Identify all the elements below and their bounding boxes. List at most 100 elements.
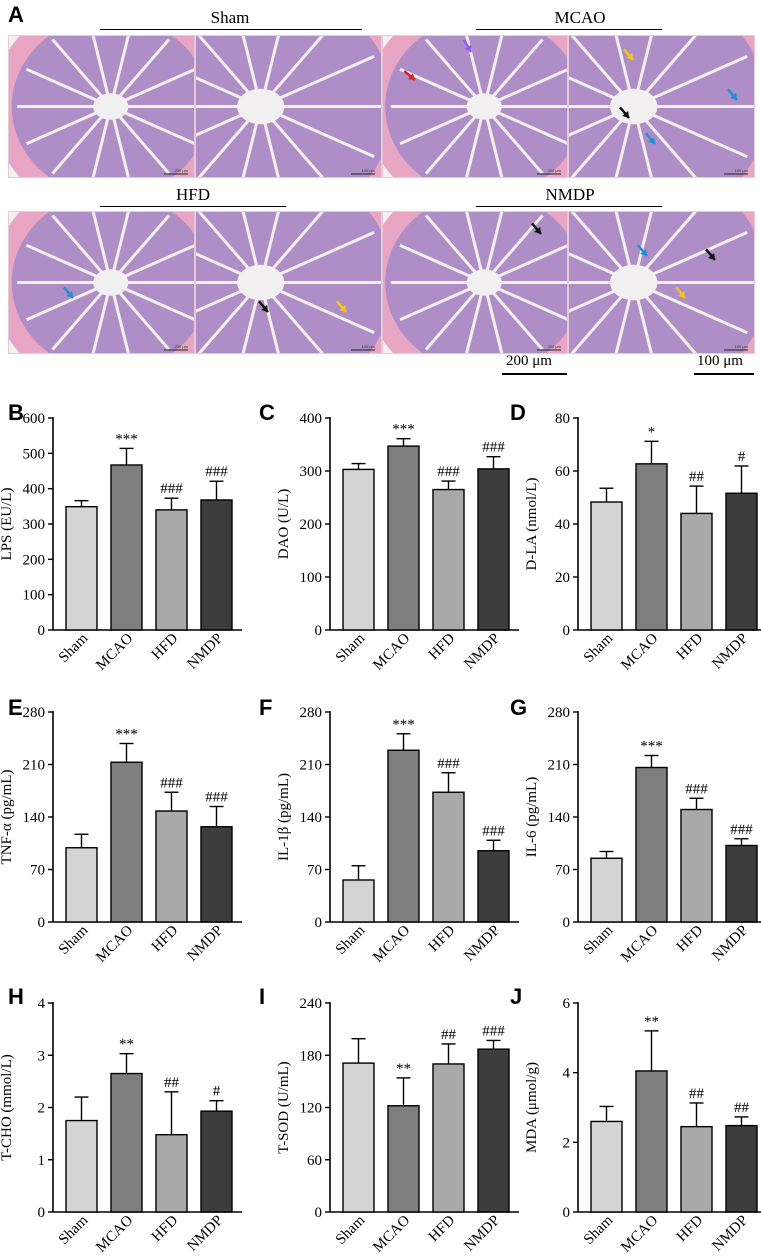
chart-panel-h: H 0 1 2 3 4 T-CHO (mmol/L) Sham ** MCAO ## HFD # NMDP [0, 984, 242, 1256]
micrograph-8: 100 μm [568, 211, 755, 354]
y-axis-label: T-CHO (mmol/L) [0, 1054, 15, 1161]
significance-label: ## [689, 1086, 705, 1102]
y-tick-label: 0 [38, 1205, 46, 1221]
crypt-lumen [465, 282, 486, 353]
y-tick-label: 500 [23, 446, 46, 462]
micrograph-6: 100 μm [195, 211, 382, 354]
crypt-lumen [614, 212, 636, 283]
y-axis-label: TNF-α (pg/mL) [0, 770, 15, 865]
x-tick-label: HFD [674, 1212, 707, 1245]
blue-arrow [727, 88, 738, 101]
x-tick-label: Sham [333, 630, 369, 666]
micrograph-scale-label: 200 μm [175, 168, 189, 173]
x-tick-label: NMDP [709, 1213, 751, 1255]
micrograph-illustration: 200 μm [383, 212, 567, 353]
x-tick-label: MCAO [618, 630, 661, 673]
bar-sham [65, 505, 98, 631]
x-tick-label: NMDP [184, 631, 226, 673]
x-tick-label: HFD [426, 922, 459, 955]
significance-label: ### [482, 1023, 505, 1039]
central-lumen [237, 88, 285, 125]
y-tick-label: 0 [315, 623, 323, 639]
central-lumen [237, 264, 285, 301]
chart-panel-e: E 0 70 140 210 280 TNF-α (pg/mL) Sham *** MCAO ###… [0, 695, 242, 966]
bar-mcao [110, 1072, 143, 1213]
bar-hfd [680, 808, 713, 923]
bar-mcao [387, 445, 420, 631]
crypt-lumen [632, 282, 653, 353]
group-label-nmdp: NMDP [545, 185, 595, 204]
crypt-lumen [91, 106, 113, 177]
bar-hfd [432, 791, 465, 923]
crypt-lumen [109, 36, 130, 107]
y-axis-label: T-SOD (U/mL) [276, 1061, 292, 1153]
significance-label: # [213, 1084, 221, 1100]
x-tick-label: MCAO [93, 630, 136, 673]
panel-letter: C [259, 400, 275, 425]
red-arrow [403, 70, 416, 81]
group-label-hfd: HFD [175, 185, 210, 204]
micrograph-scale-label: 100 μm [362, 168, 376, 173]
micrograph-illustration: 200 μm [9, 212, 194, 353]
panel-letter: E [8, 695, 23, 720]
x-tick-label: Sham [333, 1212, 369, 1248]
micrograph-7: 200 μm [382, 211, 568, 354]
crypt-lumen [614, 282, 636, 353]
bar-hfd [155, 810, 188, 923]
y-tick-label: 280 [300, 705, 323, 721]
significance-label: ** [644, 1014, 659, 1030]
significance-label: ** [396, 1061, 411, 1077]
crypt-lumen [197, 36, 262, 108]
x-tick-label: HFD [674, 630, 707, 663]
x-tick-label: Sham [56, 1212, 92, 1248]
crypt-lumen [259, 212, 280, 283]
x-tick-label: NMDP [461, 1213, 503, 1255]
crypt-lumen [483, 281, 544, 351]
crypt-lumen [632, 281, 698, 353]
significance-label: ## [734, 1100, 750, 1116]
crypt-lumen [241, 282, 263, 353]
y-tick-label: 20 [555, 570, 570, 586]
y-tick-label: 100 [23, 588, 46, 604]
crypt-lumen [424, 38, 486, 108]
panel-letter: H [8, 984, 24, 1009]
significance-label: ### [482, 823, 505, 839]
y-tick-label: 210 [23, 758, 46, 774]
crypt-lumen [424, 214, 486, 284]
bar-nmdp [200, 499, 233, 631]
micrograph-2: 100 μm [195, 35, 382, 178]
y-axis-label: DAO (U/L) [276, 489, 292, 559]
y-tick-label: 140 [23, 810, 46, 826]
crypt-lumen [570, 36, 635, 108]
bar-nmdp [477, 468, 510, 631]
bar-mcao [387, 1105, 420, 1213]
bar-nmdp [725, 492, 758, 631]
bar-mcao [635, 463, 668, 631]
micrograph-4: 100 μm [568, 35, 755, 178]
scale-bar-label-100: 100 μm [697, 353, 743, 369]
crypt-lumen [259, 212, 325, 284]
scale-bar-100 [694, 373, 754, 375]
x-tick-label: Sham [56, 922, 92, 958]
crypt-lumen [51, 281, 112, 351]
y-tick-label: 0 [563, 1205, 571, 1221]
crypt-lumen [614, 106, 636, 177]
bar-mcao [387, 749, 420, 923]
bar-hfd [432, 1063, 465, 1213]
crypt-lumen [241, 212, 263, 283]
panel-letter: B [8, 400, 24, 425]
crypt-lumen [632, 36, 653, 107]
y-tick-label: 210 [300, 758, 323, 774]
panel-letter: J [510, 984, 522, 1009]
crypt-lumen [482, 212, 504, 283]
x-tick-label: Sham [581, 922, 617, 958]
crypt-lumen [109, 214, 171, 284]
bar-sham [342, 879, 375, 923]
crypt-lumen [109, 212, 130, 283]
significance-label: ### [205, 464, 228, 480]
crypt-lumen [632, 105, 698, 177]
y-axis-label: MDA (μmol/g) [524, 1062, 540, 1153]
crypt-lumen [465, 36, 486, 107]
bar-nmdp [200, 1110, 233, 1213]
yellow-arrow [336, 300, 347, 313]
